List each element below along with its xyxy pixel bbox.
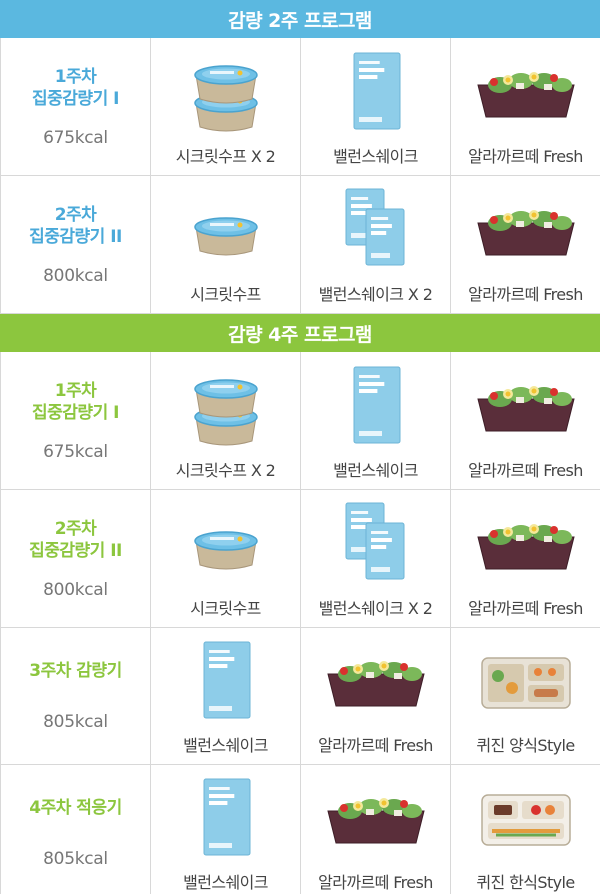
menu-item-name: 밸런스쉐이크 xyxy=(183,873,268,892)
week-label-cell: 2주차 집중감량기 II 800kcal xyxy=(1,490,151,628)
week-title: 3주차 감량기 xyxy=(29,660,122,682)
row-2week-week2: 2주차 집중감량기 II 800kcal 시크릿수프 밸런스쉐이크 X 2 xyxy=(0,176,600,314)
shake-pouch-icon xyxy=(316,361,436,451)
meal-box-western-icon xyxy=(466,636,586,726)
menu-item[interactable]: 퀴진 양식Style xyxy=(451,628,600,765)
menu-item-name: 밸런스쉐이크 xyxy=(333,461,418,480)
menu-item-name: 시크릿수프 X 2 xyxy=(175,461,276,480)
kcal-value: 800kcal xyxy=(43,579,108,600)
kcal-value: 800kcal xyxy=(43,265,108,286)
menu-item-name: 알라까르떼 Fresh xyxy=(318,873,433,892)
section-header-2week: 감량 2주 프로그램 xyxy=(0,0,600,38)
row-4week-week4: 4주차 적응기 805kcal 밸런스쉐이크 알라까르떼 Fresh xyxy=(0,765,600,894)
shake-pouch-icon xyxy=(166,773,286,863)
section-title: 감량 2주 프로그램 xyxy=(228,9,372,32)
menu-item-name: 밸런스쉐이크 xyxy=(183,736,268,755)
week-label-cell: 2주차 집중감량기 II 800kcal xyxy=(1,176,151,314)
week-title-line: 집중감량기 I xyxy=(32,88,119,109)
menu-item[interactable]: 알라까르떼 Fresh xyxy=(451,176,600,314)
week-title: 1주차 집중감량기 I xyxy=(32,66,119,110)
salad-tray-icon xyxy=(466,47,586,137)
menu-item-name: 알라까르떼 Fresh xyxy=(318,736,433,755)
soup-cup-double-icon xyxy=(166,361,286,451)
week-title: 4주차 적응기 xyxy=(29,797,122,819)
week-title-line: 집중감량기 II xyxy=(29,226,122,247)
row-4week-week2: 2주차 집중감량기 II 800kcal 시크릿수프 밸런스쉐이크 X 2 xyxy=(0,490,600,628)
menu-item[interactable]: 알라까르떼 Fresh xyxy=(451,38,600,176)
week-title-line: 2주차 xyxy=(54,204,97,225)
salad-tray-icon xyxy=(316,773,436,863)
salad-tray-icon xyxy=(466,499,586,589)
section-header-4week: 감량 4주 프로그램 xyxy=(0,314,600,352)
row-2week-week1: 1주차 집중감량기 I 675kcal 시크릿수프 X 2 밸런스쉐이크 xyxy=(0,38,600,176)
menu-item[interactable]: 시크릿수프 xyxy=(151,176,301,314)
menu-item[interactable]: 알라까르떼 Fresh xyxy=(451,352,600,490)
menu-item[interactable]: 시크릿수프 X 2 xyxy=(151,38,301,176)
week-title: 2주차 집중감량기 II xyxy=(29,204,122,248)
salad-tray-icon xyxy=(466,361,586,451)
menu-item-name: 알라까르떼 Fresh xyxy=(468,461,583,480)
salad-tray-icon xyxy=(316,636,436,726)
week-title-line: 3주차 감량기 xyxy=(29,661,122,681)
meal-box-korean-icon xyxy=(466,773,586,863)
shake-pouch-double-icon xyxy=(316,499,436,589)
menu-item[interactable]: 밸런스쉐이크 xyxy=(151,765,301,894)
menu-item[interactable]: 알라까르떼 Fresh xyxy=(301,628,451,765)
soup-cup-double-icon xyxy=(166,47,286,137)
section-title: 감량 4주 프로그램 xyxy=(228,323,372,346)
menu-item-name: 퀴진 한식Style xyxy=(476,873,575,892)
week-label-cell: 4주차 적응기 805kcal xyxy=(1,765,151,894)
soup-cup-icon xyxy=(166,499,286,589)
kcal-value: 805kcal xyxy=(43,712,108,732)
shake-pouch-icon xyxy=(316,47,436,137)
kcal-value: 675kcal xyxy=(43,441,108,462)
salad-tray-icon xyxy=(466,185,586,275)
week-title-line: 집중감량기 I xyxy=(32,402,119,423)
week-title: 2주차 집중감량기 II xyxy=(29,518,122,562)
menu-item[interactable]: 알라까르떼 Fresh xyxy=(451,490,600,628)
kcal-value: 675kcal xyxy=(43,127,108,148)
menu-item-name: 알라까르떼 Fresh xyxy=(468,285,583,304)
menu-item[interactable]: 밸런스쉐이크 X 2 xyxy=(301,176,451,314)
menu-item[interactable]: 밸런스쉐이크 xyxy=(301,352,451,490)
week-label-cell: 1주차 집중감량기 I 675kcal xyxy=(1,352,151,490)
menu-item-name: 밸런스쉐이크 X 2 xyxy=(318,599,433,618)
row-4week-week1: 1주차 집중감량기 I 675kcal 시크릿수프 X 2 밸런스쉐이크 xyxy=(0,352,600,490)
menu-item-name: 시크릿수프 X 2 xyxy=(175,147,276,166)
shake-pouch-icon xyxy=(166,636,286,726)
week-title-line: 2주차 xyxy=(54,518,97,539)
kcal-value: 805kcal xyxy=(43,849,108,869)
menu-item-name: 시크릿수프 xyxy=(190,599,261,618)
menu-item-name: 알라까르떼 Fresh xyxy=(468,147,583,166)
week-title-line: 1주차 xyxy=(54,66,97,87)
menu-item[interactable]: 밸런스쉐이크 X 2 xyxy=(301,490,451,628)
menu-item-name: 알라까르떼 Fresh xyxy=(468,599,583,618)
menu-item-name: 밸런스쉐이크 X 2 xyxy=(318,285,433,304)
menu-item[interactable]: 밸런스쉐이크 xyxy=(301,38,451,176)
week-title-line: 4주차 적응기 xyxy=(29,798,122,818)
menu-item[interactable]: 밸런스쉐이크 xyxy=(151,628,301,765)
week-title-line: 1주차 xyxy=(54,380,97,401)
menu-item[interactable]: 시크릿수프 xyxy=(151,490,301,628)
menu-item-name: 퀴진 양식Style xyxy=(476,736,575,755)
week-title: 1주차 집중감량기 I xyxy=(32,380,119,424)
menu-item-name: 시크릿수프 xyxy=(190,285,261,304)
shake-pouch-double-icon xyxy=(316,185,436,275)
week-title-line: 집중감량기 II xyxy=(29,540,122,561)
menu-item[interactable]: 시크릿수프 X 2 xyxy=(151,352,301,490)
soup-cup-icon xyxy=(166,185,286,275)
row-4week-week3: 3주차 감량기 805kcal 밸런스쉐이크 알라까르떼 Fresh xyxy=(0,628,600,765)
week-label-cell: 1주차 집중감량기 I 675kcal xyxy=(1,38,151,176)
menu-item[interactable]: 퀴진 한식Style xyxy=(451,765,600,894)
menu-item[interactable]: 알라까르떼 Fresh xyxy=(301,765,451,894)
week-label-cell: 3주차 감량기 805kcal xyxy=(1,628,151,765)
menu-item-name: 밸런스쉐이크 xyxy=(333,147,418,166)
